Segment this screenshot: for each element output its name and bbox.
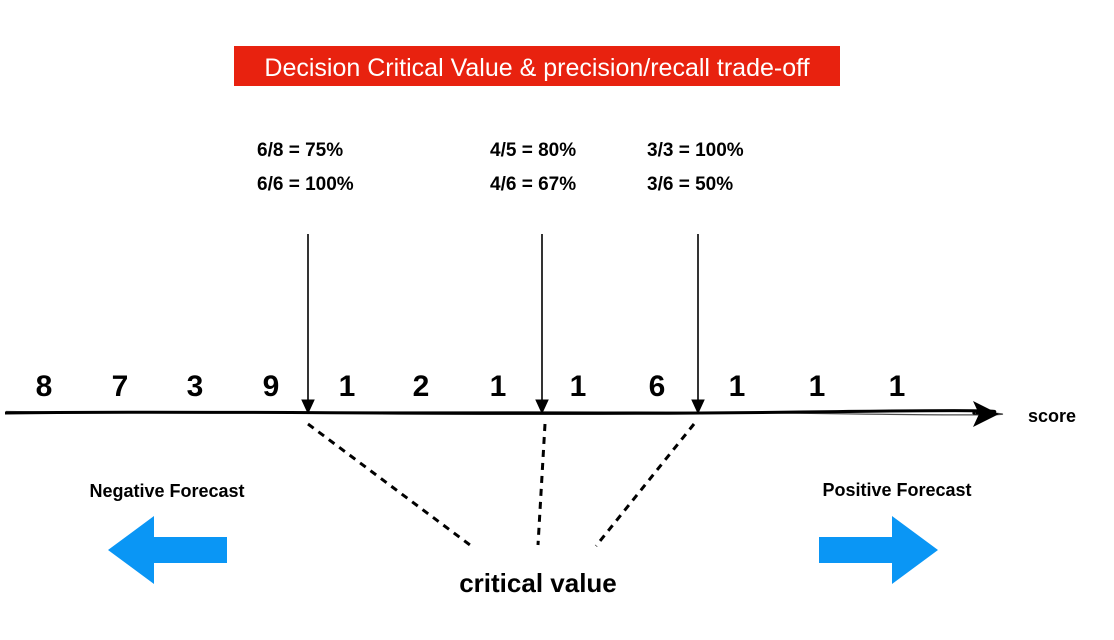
threshold-3-arrowhead (691, 399, 705, 415)
score-value: 2 (413, 370, 430, 403)
title: Decision Critical Value & precision/reca… (264, 54, 809, 82)
score-axis: score (4, 401, 1076, 427)
axis-arrowhead-icon (973, 401, 999, 427)
score-values: 8 7 3 9 1 2 1 1 6 1 1 1 (36, 370, 906, 403)
score-value: 8 (36, 370, 53, 403)
threshold-1-precision: 6/8 = 75% (257, 140, 343, 161)
score-value: 1 (339, 370, 356, 403)
threshold-3-precision: 3/3 = 100% (647, 140, 744, 161)
threshold-3-recall: 3/6 = 50% (647, 174, 733, 195)
score-value: 7 (112, 370, 129, 403)
negative-forecast-label: Negative Forecast (89, 481, 244, 501)
dashed-line-right (594, 423, 696, 547)
axis-label: score (1028, 406, 1076, 426)
arrow-right-icon (819, 516, 938, 584)
threshold-arrows (301, 234, 705, 415)
negative-forecast: Negative Forecast (89, 481, 245, 584)
dashed-line-left (307, 422, 475, 550)
threshold-2-precision: 4/5 = 80% (490, 140, 576, 161)
score-value: 6 (649, 370, 666, 403)
threshold-2-recall: 4/6 = 67% (490, 174, 576, 195)
positive-forecast-label: Positive Forecast (822, 480, 971, 500)
threshold-1-arrowhead (301, 399, 315, 415)
dashed-line-middle (536, 423, 547, 546)
score-value: 3 (187, 370, 204, 403)
threshold-1-recall: 6/6 = 100% (257, 174, 354, 195)
threshold-labels: 6/8 = 75% 6/6 = 100% 4/5 = 80% 4/6 = 67%… (257, 140, 744, 195)
critical-value-label: critical value (459, 568, 617, 598)
critical-value-dashes (307, 422, 696, 550)
title-background (234, 46, 840, 86)
positive-forecast: Positive Forecast (819, 480, 972, 584)
arrow-left-icon (108, 516, 227, 584)
score-value: 1 (809, 370, 826, 403)
score-value: 1 (490, 370, 507, 403)
score-value: 1 (729, 370, 746, 403)
score-value: 1 (889, 370, 906, 403)
threshold-2-arrowhead (535, 399, 549, 415)
title-banner: Decision Critical Value & precision/reca… (234, 46, 840, 86)
score-value: 9 (263, 370, 280, 403)
score-value: 1 (570, 370, 587, 403)
